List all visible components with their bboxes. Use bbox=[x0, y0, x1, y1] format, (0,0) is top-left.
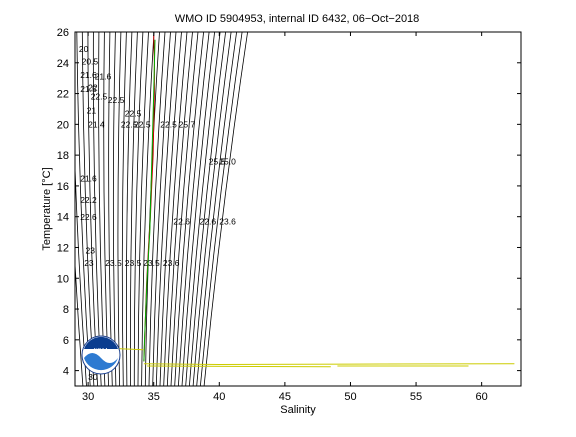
isopycnal-line bbox=[75, 157, 87, 386]
x-tick-label: 40 bbox=[213, 391, 225, 403]
isopycnal-line bbox=[148, 32, 166, 386]
isopycnal-label: 25.0 bbox=[219, 156, 236, 166]
y-tick-label: 10 bbox=[57, 273, 69, 285]
isopycnal-line bbox=[137, 32, 149, 386]
isopycnal-label: 21.6 bbox=[80, 173, 97, 183]
isopycnal-line bbox=[181, 32, 215, 386]
profile-line bbox=[143, 39, 156, 362]
isopycnal-label: 22.5 bbox=[121, 119, 138, 129]
y-tick-label: 18 bbox=[57, 150, 69, 162]
isopycnal-label: 22 bbox=[88, 83, 98, 93]
logo-label: NOAA bbox=[94, 348, 109, 354]
y-tick-label: 16 bbox=[57, 181, 69, 193]
isopycnal-label: 23.6 bbox=[163, 258, 180, 268]
isopycnal-line bbox=[76, 32, 91, 386]
isopycnal-label: 23.5 bbox=[125, 258, 142, 268]
isopycnal-label: 23.5 bbox=[105, 258, 122, 268]
isopycnal-line bbox=[133, 32, 144, 386]
isopycnal-label: 30 bbox=[88, 372, 98, 382]
x-tick-label: 55 bbox=[410, 391, 422, 403]
y-tick-label: 14 bbox=[57, 212, 69, 224]
noaa-logo: NOAA bbox=[81, 335, 121, 375]
isopycnal-label: 21.6 bbox=[95, 72, 112, 82]
y-tick-label: 6 bbox=[63, 335, 69, 347]
isopycnal-line bbox=[200, 32, 243, 386]
isopycnal-label: 22.5 bbox=[160, 119, 177, 129]
isopycnal-label: 21.6 bbox=[80, 70, 97, 80]
y-tick-label: 24 bbox=[57, 58, 69, 70]
isopycnal-line bbox=[152, 32, 171, 386]
isopycnal-label: 25.7 bbox=[179, 119, 196, 129]
profile-lines bbox=[94, 35, 515, 368]
isopycnal-label: 22.2 bbox=[80, 195, 97, 205]
isopycnal-line bbox=[155, 32, 177, 386]
isopycnal-label: 21.5 bbox=[80, 84, 97, 94]
profile-line bbox=[143, 363, 515, 366]
isopycnal-label: 20 bbox=[79, 44, 89, 54]
isopycnal-line bbox=[178, 32, 210, 386]
isopycnal-line bbox=[166, 32, 193, 386]
y-axis-ticks: 4 6 8 10 12 14 16 18 20 22 24 26 bbox=[57, 27, 521, 378]
isopycnal-label: 21.4 bbox=[88, 119, 105, 129]
x-axis-ticks: 30 35 40 45 50 55 60 bbox=[82, 32, 488, 403]
y-tick-label: 22 bbox=[57, 89, 69, 101]
x-tick-label: 60 bbox=[476, 391, 488, 403]
isopycnal-line bbox=[121, 32, 127, 386]
isopycnal-label: 25.5 bbox=[209, 156, 226, 166]
plot-frame bbox=[74, 31, 522, 387]
isopycnal-line bbox=[196, 32, 237, 386]
x-tick-label: 35 bbox=[148, 391, 160, 403]
isopycnal-label: 20.5 bbox=[82, 56, 99, 66]
isopycnal-label: 22.5 bbox=[91, 92, 108, 102]
isopycnal-label: 21 bbox=[87, 106, 97, 116]
isopycnal-line bbox=[141, 32, 155, 386]
profile-line bbox=[147, 365, 331, 368]
y-tick-label: 20 bbox=[57, 119, 69, 131]
isopycnal-label: 22.5 bbox=[125, 109, 142, 119]
isopycnal-label: 22.5 bbox=[108, 95, 125, 105]
y-tick-label: 26 bbox=[57, 27, 69, 39]
isopycnal-line bbox=[203, 32, 248, 386]
logo-wave bbox=[84, 353, 118, 371]
y-tick-label: 4 bbox=[63, 366, 69, 378]
isopycnal-label: 23 bbox=[84, 258, 94, 268]
isopycnal-line bbox=[75, 257, 84, 386]
isopycnal-line bbox=[174, 32, 204, 386]
x-tick-label: 45 bbox=[279, 391, 291, 403]
x-axis-label: Salinity bbox=[280, 404, 316, 416]
y-axis-label: Temperature [°C] bbox=[41, 167, 53, 250]
x-tick-label: 50 bbox=[344, 391, 356, 403]
isopycnal-label: 22.6 bbox=[80, 212, 97, 222]
isopycnal-label: 23.5 bbox=[143, 258, 160, 268]
y-tick-label: 12 bbox=[57, 242, 69, 254]
isopycnal-label: 23.6 bbox=[219, 216, 236, 226]
isopycnal-label: 22.6 bbox=[173, 216, 190, 226]
isopycnal-line bbox=[185, 32, 221, 386]
isopycnal-line bbox=[130, 32, 138, 386]
chart-title: WMO ID 5904953, internal ID 6432, 06−Oct… bbox=[175, 13, 420, 25]
isopycnal-line bbox=[112, 32, 117, 386]
logo-sky bbox=[84, 336, 118, 349]
isopycnal-label: 23 bbox=[86, 246, 96, 256]
isopycnal-label: 22.5 bbox=[134, 119, 151, 129]
isopycnal-line bbox=[163, 32, 188, 386]
isopycnal-line bbox=[159, 32, 182, 386]
isopycnal-line bbox=[189, 32, 226, 386]
x-tick-label: 30 bbox=[82, 391, 94, 403]
isopycnal-label: 22.6 bbox=[200, 216, 217, 226]
y-tick-label: 8 bbox=[63, 304, 69, 316]
isopycnal-line bbox=[126, 32, 133, 386]
isopycnal-line bbox=[117, 32, 122, 386]
isopycnal-line bbox=[192, 32, 232, 386]
isopycnal-line bbox=[170, 32, 199, 386]
